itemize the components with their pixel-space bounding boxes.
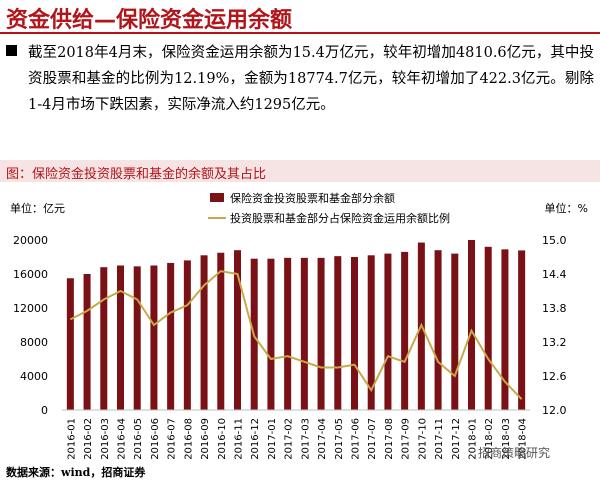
y-left-tick-label: 20000 xyxy=(13,234,48,247)
y-left-tick-label: 16000 xyxy=(13,268,48,281)
bar xyxy=(367,255,375,410)
bullet-marker xyxy=(6,45,17,56)
page-title: 资金供给—保险资金运用余额 xyxy=(6,8,293,33)
y-right-tick-label: 13.8 xyxy=(542,302,567,315)
x-tick-label: 2017-11 xyxy=(434,418,445,460)
x-tick-label: 2016-10 xyxy=(217,418,228,460)
bar xyxy=(501,249,509,410)
legend-line-label: 投资股票和基金部分占保险资金运用余额比例 xyxy=(230,211,450,225)
x-tick-label: 2017-04 xyxy=(317,418,328,460)
x-tick-label: 2016-04 xyxy=(117,418,128,460)
chart-heading: 图：保险资金投资股票和基金的余额及其占比 xyxy=(0,160,600,182)
bar xyxy=(200,255,208,410)
x-tick-label: 2018-02 xyxy=(484,418,495,460)
bar xyxy=(434,250,442,410)
ratio-line xyxy=(69,270,523,400)
bar xyxy=(217,252,225,410)
bar xyxy=(233,250,242,410)
bar xyxy=(183,260,191,410)
y-right-tick-label: 12.0 xyxy=(542,404,567,417)
x-tick-label: 2016-11 xyxy=(234,418,245,460)
x-tick-label: 2017-06 xyxy=(351,418,362,460)
y-right-tick-label: 13.2 xyxy=(542,336,567,349)
title-rule xyxy=(0,32,600,34)
watermark: 招商策略研究 xyxy=(478,446,551,460)
y-right-tick-label: 14.4 xyxy=(542,268,567,281)
bar xyxy=(83,274,91,410)
bar xyxy=(467,240,476,410)
x-tick-label: 2016-08 xyxy=(183,418,194,460)
x-tick-label: 2017-03 xyxy=(300,418,311,460)
bar xyxy=(334,256,342,410)
x-tick-label: 2017-05 xyxy=(334,418,345,460)
chart-heading-text: 图：保险资金投资股票和基金的余额及其占比 xyxy=(6,167,267,182)
balance-ratio-chart: 单位：亿元 单位：% 保险资金投资股票和基金部分余额投资股票和基金部分占保险资金运用… xyxy=(10,191,588,460)
x-tick-label: 2016-02 xyxy=(83,418,94,460)
bar xyxy=(401,251,409,410)
bar xyxy=(100,267,108,410)
y-left-tick-label: 4000 xyxy=(20,370,48,383)
bar xyxy=(133,266,141,410)
x-tick-label: 2017-09 xyxy=(401,418,412,460)
x-tick-label: 2016-01 xyxy=(66,418,77,460)
y-left-tick-label: 12000 xyxy=(13,302,48,315)
legend-bar-swatch xyxy=(210,193,224,202)
bar xyxy=(350,257,359,410)
bar xyxy=(518,250,526,410)
x-tick-label: 2016-06 xyxy=(150,418,161,460)
x-tick-label: 2016-09 xyxy=(200,418,211,460)
bar xyxy=(284,257,292,410)
y-left-tick-label: 0 xyxy=(41,404,48,417)
x-tick-label: 2016-07 xyxy=(167,418,178,460)
bar xyxy=(484,246,492,410)
x-tick-label: 2017-12 xyxy=(451,418,462,460)
x-tick-label: 2016-03 xyxy=(100,418,111,460)
y-right-tick-label: 12.6 xyxy=(542,370,567,383)
summary-text: 截至2018年4月末，保险资金运用余额为15.4万亿元，较年初增加4810.6亿… xyxy=(28,45,594,113)
y-left-tick-label: 8000 xyxy=(20,336,48,349)
x-tick-label: 2016-12 xyxy=(250,418,261,460)
right-unit-label: 单位：% xyxy=(545,201,588,215)
x-tick-label: 2017-01 xyxy=(267,418,278,460)
x-tick-label: 2017-02 xyxy=(284,418,295,460)
x-tick-label: 2018-04 xyxy=(518,418,529,460)
x-tick-label: 2017-07 xyxy=(367,418,378,460)
bar xyxy=(384,253,392,410)
bar xyxy=(317,257,325,410)
x-tick-label: 2017-10 xyxy=(417,418,428,460)
bar xyxy=(116,265,125,410)
x-tick-label: 2018-01 xyxy=(468,418,479,460)
header: 资金供给—保险资金运用余额 xyxy=(0,0,600,34)
legend-bar-label: 保险资金投资股票和基金部分余额 xyxy=(230,191,395,205)
left-unit-label: 单位：亿元 xyxy=(10,201,65,215)
bar xyxy=(300,257,308,410)
chart-area: 单位：亿元 单位：% 保险资金投资股票和基金部分余额投资股票和基金部分占保险资金运用… xyxy=(0,184,600,462)
bar xyxy=(66,278,74,410)
bar xyxy=(267,258,275,410)
x-tick-label: 2017-08 xyxy=(384,418,395,460)
x-tick-label: 2018-03 xyxy=(501,418,512,460)
y-right-tick-label: 15.0 xyxy=(542,234,567,247)
bar xyxy=(451,253,459,410)
x-tick-label: 2016-05 xyxy=(133,418,144,460)
source-note: 数据来源：wind，招商证券 xyxy=(6,466,146,479)
bar xyxy=(150,265,158,410)
bar xyxy=(167,262,175,410)
